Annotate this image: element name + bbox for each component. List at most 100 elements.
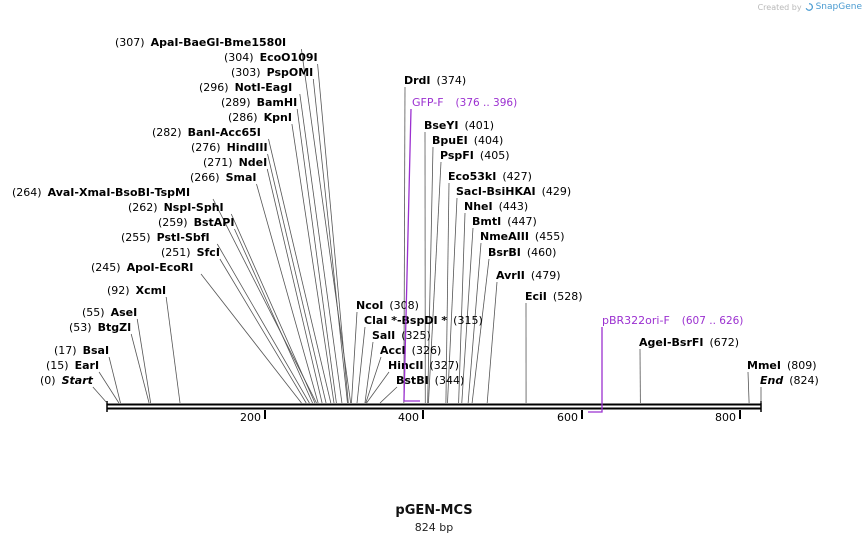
enzyme-hincii: HincII (388, 359, 424, 372)
tick-label-200: 200 (240, 411, 261, 424)
enzyme-mmei: MmeI (747, 359, 781, 372)
site-position: (262) (128, 201, 158, 214)
enzyme-bsobi: BsoBI (115, 186, 150, 199)
site-position: (326) (412, 344, 442, 357)
site-position: (259) (158, 216, 188, 229)
linear-plasmid-map: 200 400 600 800 (307) ApaI - BaeGI - Bme1580I… (12, 36, 819, 424)
leader-line (471, 258, 490, 404)
site-position: (809) (787, 359, 817, 372)
site-position: (427) (502, 170, 532, 183)
leader-line (403, 86, 406, 404)
site-position: (455) (535, 230, 565, 243)
leader-line (266, 168, 323, 404)
leader-line (458, 212, 466, 404)
site-separator: - (397, 314, 402, 327)
site-position: (17) (54, 344, 77, 357)
leader-line (296, 108, 337, 404)
enzyme-nmeaiii: NmeAIII (480, 230, 529, 243)
leader-line (216, 243, 310, 404)
enzyme-psti: PstI (157, 231, 181, 244)
tick-label-400: 400 (398, 411, 419, 424)
leader-line (300, 48, 352, 404)
enzyme-nhei: NheI (464, 200, 493, 213)
enzyme-ndei: NdeI (239, 156, 268, 169)
site-position: (271) (203, 156, 233, 169)
site-position: (264) (12, 186, 42, 199)
enzyme-end: End (760, 374, 783, 387)
site-position: (307) (115, 36, 145, 49)
enzyme-sfci: SfcI (197, 246, 220, 259)
enzyme-bsihkai: BsiHKAI (487, 185, 536, 198)
enzyme-avai: AvaI (48, 186, 75, 199)
site-separator: - (110, 186, 115, 199)
enzyme-xcmi: XcmI (136, 284, 167, 297)
enzyme-bsrfi: BsrFI (672, 336, 704, 349)
enzyme-bseyi: BseYI (424, 119, 458, 132)
site-separator: - (180, 231, 185, 244)
site-position: (255) (121, 231, 151, 244)
leader-line (379, 386, 398, 404)
enzyme-bmti: BmtI (472, 215, 501, 228)
site-position: (303) (231, 66, 261, 79)
primer-arrow (588, 327, 603, 413)
leader-line (256, 183, 319, 404)
enzyme-acci: AccI (380, 344, 406, 357)
site-position: (824) (789, 374, 819, 387)
enzyme-ecii: EciI (525, 290, 547, 303)
site-position: (344) (435, 374, 465, 387)
credit-prefix: Created by (757, 2, 802, 12)
site-leader-lines (92, 48, 762, 404)
site-separator: - (179, 36, 184, 49)
site-position: (447) (507, 215, 537, 228)
enzyme-kpni: KpnI (264, 111, 292, 124)
site-position: (672) (710, 336, 740, 349)
enzyme-agei: AgeI (639, 336, 667, 349)
enzyme-smai: SmaI (226, 171, 257, 184)
site-position: (245) (91, 261, 121, 274)
site-position: (308) (389, 299, 419, 312)
leader-line (234, 228, 313, 404)
tick-label-600: 600 (557, 411, 578, 424)
leader-line (312, 78, 348, 404)
enzyme-bstapi: BstAPI (194, 216, 235, 229)
enzyme-pspomi: PspOMI (267, 66, 314, 79)
site-labels: (307) ApaI - BaeGI - Bme1580I(304) EcoO109I(30… (12, 36, 819, 387)
leader-line (467, 242, 482, 404)
leader-line (366, 371, 390, 404)
leader-line (747, 371, 750, 404)
leader-line (136, 318, 152, 404)
leader-line (317, 63, 349, 404)
enzyme-eagi: EagI (265, 81, 292, 94)
site-position: (479) (531, 269, 561, 282)
leader-line (445, 182, 450, 404)
leader-line (165, 296, 181, 404)
site-position: (53) (69, 321, 92, 334)
site-position: (460) (527, 246, 557, 259)
enzyme-sali: SalI (372, 329, 395, 342)
enzyme-bani: BanI (188, 126, 216, 139)
tick-label-800: 800 (715, 411, 736, 424)
site-position: (443) (499, 200, 529, 213)
enzyme-sphi: SphI (196, 201, 224, 214)
site-position: (401) (464, 119, 494, 132)
enzyme-avrii: AvrII (496, 269, 525, 282)
leader-line (212, 198, 317, 404)
site-position: (528) (553, 290, 583, 303)
site-position: (296) (199, 81, 229, 94)
enzyme-acc65i: Acc65I (220, 126, 261, 139)
enzyme-drdi: DrdI (404, 74, 431, 87)
enzyme-hindiii: HindIII (227, 141, 268, 154)
enzyme-eari: EarI (75, 359, 99, 372)
leader-line (130, 333, 150, 404)
site-position: (405) (480, 149, 510, 162)
enzyme-apai: ApaI (151, 36, 179, 49)
leader-line (299, 93, 343, 404)
site-separator: - (215, 126, 220, 139)
site-position: (55) (82, 306, 105, 319)
site-separator: - (219, 36, 224, 49)
primer-range: (607 .. 626) (682, 315, 744, 327)
primer-range: (376 .. 396) (456, 97, 518, 109)
site-position: (374) (437, 74, 467, 87)
enzyme-bsrbi: BsrBI (488, 246, 521, 259)
site-position: (429) (542, 185, 572, 198)
